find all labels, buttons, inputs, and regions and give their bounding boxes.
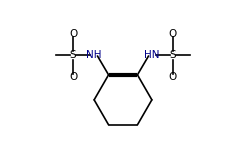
Text: O: O [169, 72, 177, 82]
Text: O: O [169, 29, 177, 39]
Text: S: S [70, 50, 77, 60]
Text: NH: NH [86, 50, 102, 60]
Text: O: O [69, 29, 77, 39]
Text: O: O [69, 72, 77, 82]
Text: HN: HN [144, 50, 160, 60]
Text: S: S [169, 50, 176, 60]
